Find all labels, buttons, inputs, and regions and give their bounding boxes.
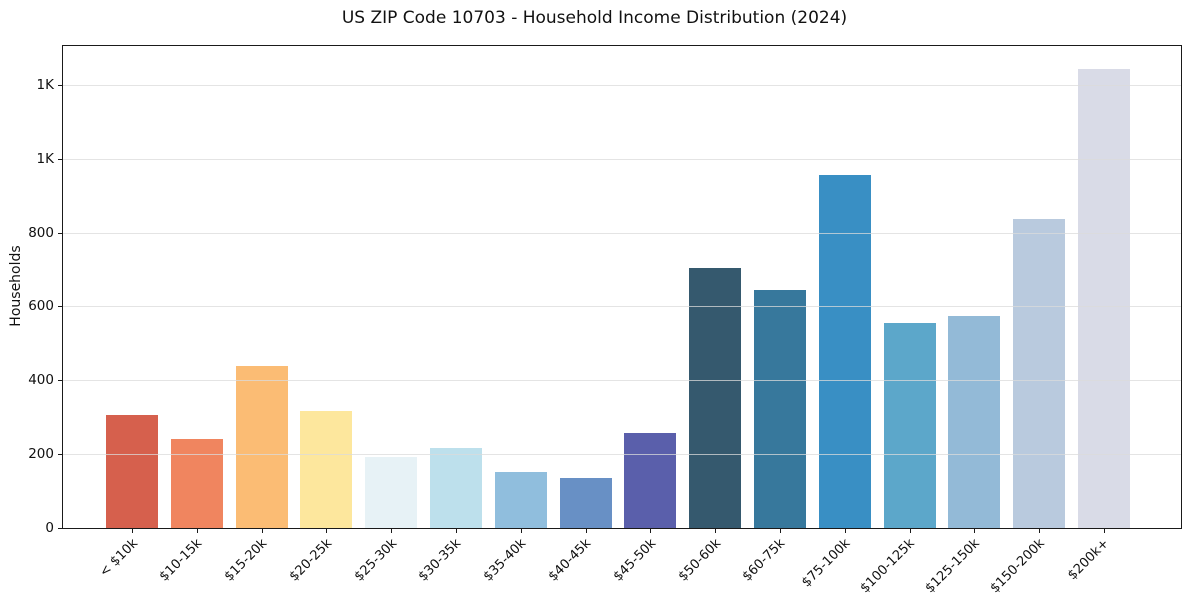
x-tick-mark <box>650 529 652 533</box>
bar-10-15k <box>170 438 223 528</box>
gridline-600 <box>63 306 1181 308</box>
x-tick-mark <box>844 529 846 533</box>
gridline-1200 <box>63 84 1181 86</box>
x-tick-mark <box>456 529 457 533</box>
bar-200k <box>1078 69 1130 528</box>
x-tick-mark <box>715 529 717 533</box>
y-tick-mark <box>58 306 62 308</box>
y-tick-label: 400 <box>28 372 54 389</box>
y-tick-label: 200 <box>28 446 54 463</box>
x-tick-mark <box>132 529 133 533</box>
bar-15-20k <box>235 365 288 528</box>
y-tick-label: 800 <box>28 224 54 241</box>
bar-20-25k <box>300 410 353 528</box>
plot-area: 0 200 400 600 800 1K 1K < $10k $10-15k $15-20k $20… <box>28 45 1182 596</box>
y-tick-label: 1K <box>36 76 54 93</box>
y-tick-mark <box>58 454 62 456</box>
bar-35-40k <box>494 471 547 528</box>
x-tick-mark <box>1039 529 1041 533</box>
bar-30-35k <box>430 447 482 528</box>
x-tick-mark <box>520 529 522 533</box>
y-tick-mark <box>58 232 62 234</box>
y-axis-label: Households <box>8 245 24 327</box>
x-tick-mark <box>261 529 263 533</box>
y-tick-label: 0 <box>45 520 54 536</box>
x-tick-mark <box>326 529 328 533</box>
y-tick-label: 1K <box>36 150 54 167</box>
x-tick-mark <box>909 529 911 533</box>
chart-title: US ZIP Code 10703 - Household Income Dis… <box>341 8 848 28</box>
bar-100-125k <box>883 323 936 528</box>
bar-150-200k <box>1013 218 1066 528</box>
x-tick-mark <box>780 529 781 533</box>
y-tick-mark <box>58 380 62 382</box>
y-tick-mark <box>58 84 62 86</box>
x-tick-mark <box>391 529 393 533</box>
y-tick-label: 600 <box>28 298 54 315</box>
bar-25-30k <box>365 457 418 528</box>
gridline-1000 <box>63 158 1181 160</box>
bar-10k <box>106 415 158 528</box>
gridline-400 <box>63 380 1181 382</box>
x-tick-mark <box>585 529 587 533</box>
bar-60-75k <box>754 289 806 528</box>
x-tick-mark <box>974 529 976 533</box>
y-tick-mark <box>58 528 62 529</box>
bar-45-50k <box>624 432 677 528</box>
gridline-200 <box>63 454 1181 456</box>
bar-75-100k <box>818 175 871 528</box>
x-tick-mark <box>196 529 198 533</box>
y-tick-mark <box>58 158 62 160</box>
bar-125-150k <box>948 316 1001 528</box>
bar-40-45k <box>559 477 612 528</box>
bar-50-60k <box>689 268 742 528</box>
gridline-800 <box>63 232 1181 234</box>
x-tick-mark <box>1104 529 1105 533</box>
